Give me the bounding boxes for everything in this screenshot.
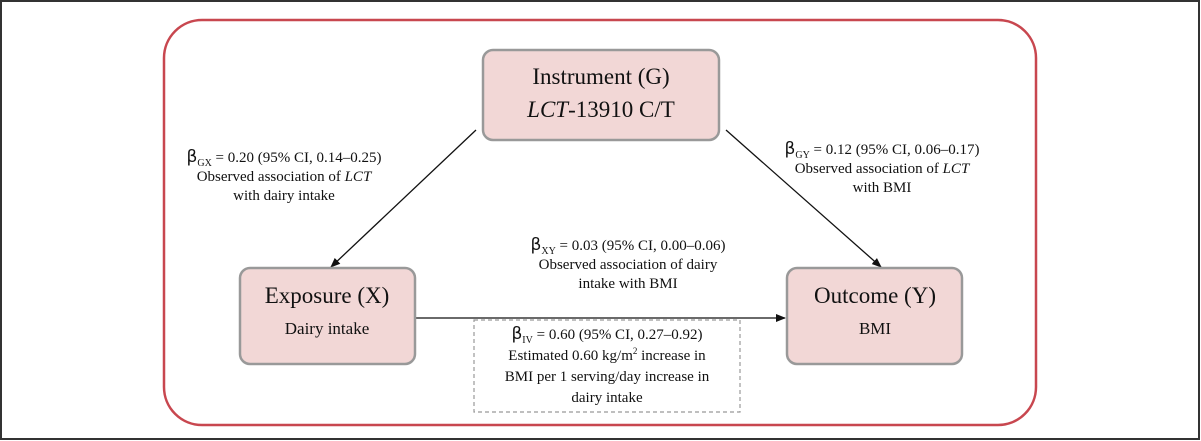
outer-border [162, 18, 1038, 427]
node-box [238, 266, 417, 366]
estimate-text: = 0.12 (95% CI, 0.06–0.17) [810, 142, 980, 158]
label-text: LCT [526, 97, 570, 122]
node-box [481, 48, 721, 142]
node-title: Instrument (G) [532, 64, 669, 89]
beta-symbol: β [530, 235, 541, 255]
label-line: Observed association of LCT [795, 161, 971, 177]
label-line: BMI per 1 serving/day increase in [505, 369, 710, 385]
arrow [330, 129, 477, 268]
label-text: Dairy intake [285, 319, 370, 338]
label-text: BMI per 1 serving/day increase in [505, 369, 710, 385]
estimate: βGX = 0.20 (95% CI, 0.14–0.25) [186, 147, 381, 169]
node-title: Outcome (Y) [814, 283, 936, 308]
estimate: βXY = 0.03 (95% CI, 0.00–0.06) [530, 235, 725, 257]
subscript: GY [795, 150, 809, 161]
label-text: with dairy intake [233, 188, 335, 204]
estimate-text: = 0.60 (95% CI, 0.27–0.92) [533, 327, 703, 343]
label-line: with BMI [853, 180, 912, 196]
subscript: GX [197, 158, 212, 169]
estimate-text: = 0.20 (95% CI, 0.14–0.25) [212, 150, 382, 166]
beta-symbol: β [511, 324, 522, 344]
iv-box [473, 319, 741, 413]
superscript: 2 [633, 346, 638, 356]
label-line: Estimated 0.60 kg/m2 increase in [508, 346, 706, 364]
label-line: intake with BMI [578, 276, 677, 292]
label-text: Observed association of [795, 161, 943, 177]
label-line: Observed association of LCT [197, 169, 373, 185]
node-title: Exposure (X) [265, 283, 390, 308]
label-text: Observed association of [197, 169, 345, 185]
subscript: IV [522, 335, 533, 346]
label-text: intake with BMI [578, 276, 677, 292]
label-text: Estimated 0.60 kg/m [508, 348, 633, 364]
subscript: XY [541, 246, 555, 257]
label-text: BMI [859, 319, 891, 338]
beta-symbol: β [186, 147, 197, 167]
beta-symbol: β [784, 139, 795, 159]
arrow [725, 129, 882, 268]
label-text: LCT [942, 161, 971, 177]
label-text: Observed association of dairy [539, 257, 718, 273]
label-text: increase in [637, 348, 706, 364]
label-line: with dairy intake [233, 188, 335, 204]
estimate: βGY = 0.12 (95% CI, 0.06–0.17) [784, 139, 979, 161]
label-line: LCT-13910 C/T [526, 97, 675, 122]
label-text: LCT [344, 169, 373, 185]
label-text: -13910 C/T [568, 97, 675, 122]
label-line: Observed association of dairy [539, 257, 718, 273]
label-text: dairy intake [571, 390, 643, 406]
label-line: dairy intake [571, 390, 643, 406]
estimate-text: = 0.03 (95% CI, 0.00–0.06) [556, 238, 726, 254]
label-text: with BMI [853, 180, 912, 196]
label-line: Dairy intake [285, 319, 370, 338]
label-line: BMI [859, 319, 891, 338]
estimate: βIV = 0.60 (95% CI, 0.27–0.92) [511, 324, 702, 346]
node-box [785, 266, 964, 366]
